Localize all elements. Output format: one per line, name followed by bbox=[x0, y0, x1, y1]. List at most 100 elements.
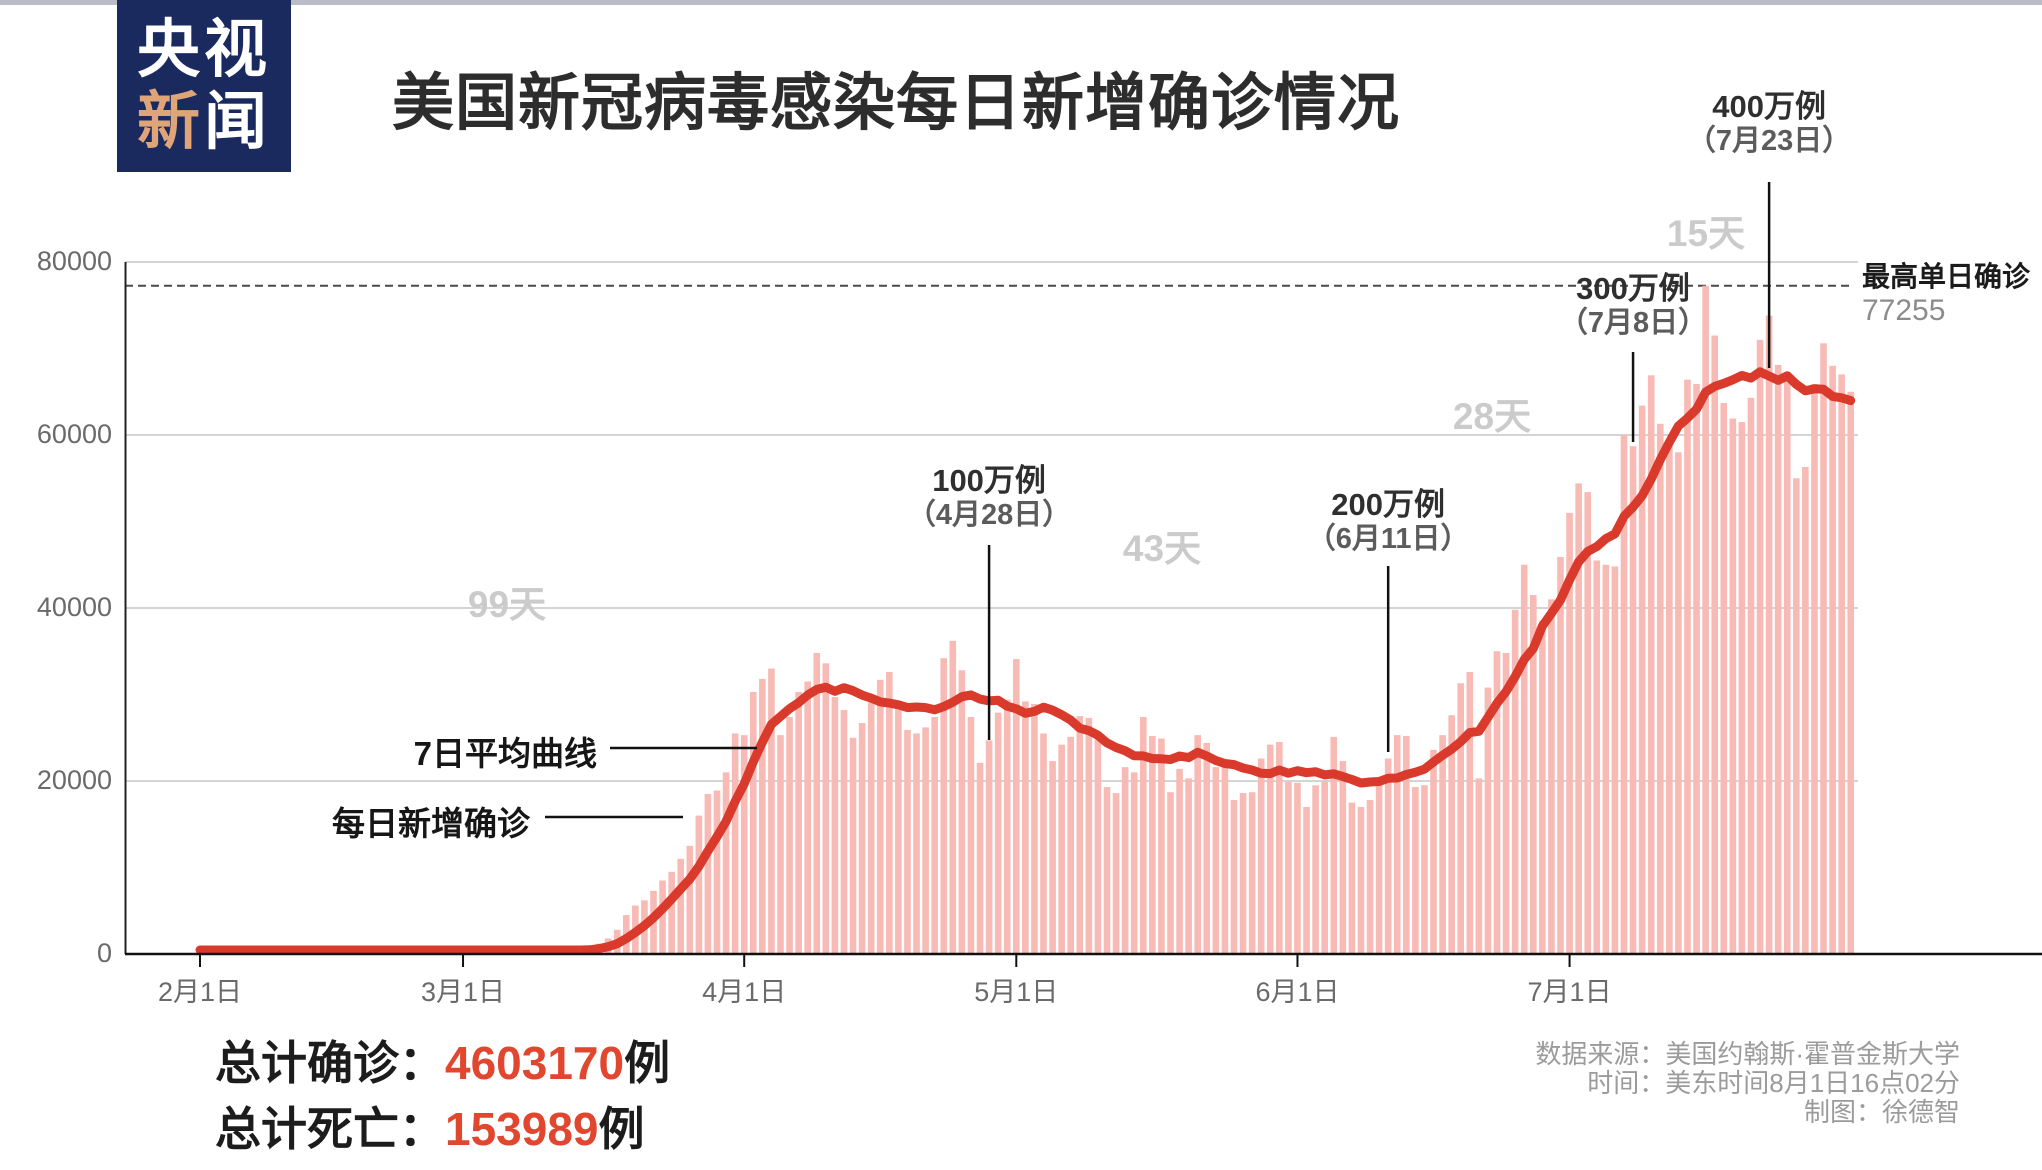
daily-bar bbox=[1638, 405, 1646, 955]
daily-bar bbox=[1339, 761, 1347, 954]
daily-bar bbox=[1511, 609, 1519, 954]
daily-bar bbox=[1675, 452, 1682, 954]
daily-bar bbox=[1130, 772, 1138, 954]
daily-bar bbox=[740, 735, 748, 954]
daily-bar bbox=[922, 727, 929, 954]
daily-bar bbox=[949, 640, 957, 954]
daily-bar bbox=[1647, 375, 1655, 954]
top-strip bbox=[0, 0, 2042, 5]
daily-bar bbox=[722, 772, 730, 954]
totals-block: 总计确诊：4603170例 总计死亡：153989例 bbox=[215, 1030, 670, 1162]
daily-bar bbox=[1194, 735, 1201, 954]
daily-bar bbox=[822, 663, 830, 954]
credit-line: 制图：徐德智 bbox=[1803, 1097, 1960, 1127]
logo-row-1: 央视 bbox=[137, 15, 271, 85]
x-tick-label: 5月1日 bbox=[974, 977, 1059, 1007]
daily-bar bbox=[749, 691, 757, 954]
total-confirmed-value: 4603170 bbox=[445, 1037, 625, 1089]
timestamp-line: 时间：美东时间8月1日16点02分 bbox=[1587, 1068, 1960, 1098]
daily-bar bbox=[1312, 785, 1319, 954]
daily-bar bbox=[1285, 781, 1292, 954]
logo-row-2: 新闻 bbox=[137, 87, 271, 157]
daily-bar bbox=[1040, 733, 1047, 954]
daily-bar bbox=[958, 670, 966, 954]
milestone-title: 200万例 bbox=[1331, 487, 1446, 522]
daily-bar bbox=[1448, 715, 1455, 954]
x-tick-label: 6月1日 bbox=[1255, 977, 1340, 1007]
y-tick-label: 40000 bbox=[36, 592, 112, 622]
daily-bar bbox=[1729, 418, 1737, 954]
daily-bar bbox=[1031, 704, 1038, 954]
daily-bar bbox=[1666, 443, 1673, 954]
daily-bar bbox=[1593, 560, 1601, 954]
daily-bar bbox=[1276, 742, 1283, 954]
daily-bar bbox=[686, 845, 694, 954]
daily-bar bbox=[1629, 446, 1637, 954]
total-deaths-row: 总计死亡：153989例 bbox=[215, 1096, 670, 1162]
daily-bar bbox=[1693, 383, 1700, 955]
daily-bar bbox=[1747, 397, 1755, 954]
daily-bar bbox=[1484, 687, 1492, 954]
daily-bar bbox=[1738, 422, 1746, 954]
milestone-1m: 100万例 （4月28日） bbox=[849, 462, 1129, 532]
daily-bar bbox=[1557, 556, 1564, 954]
daily-bar bbox=[1702, 285, 1709, 954]
daily-bar bbox=[1149, 736, 1156, 954]
seven-day-average-curve bbox=[195, 367, 1856, 955]
max-single-day-annotation: 最高单日确诊 77255 bbox=[1862, 260, 2042, 328]
daily-bar bbox=[913, 733, 920, 954]
milestone-title: 300万例 bbox=[1576, 271, 1690, 306]
x-tick-label: 4月1日 bbox=[702, 977, 787, 1007]
daily-bar bbox=[886, 672, 893, 954]
milestone-title: 400万例 bbox=[1712, 89, 1826, 124]
daily-bar bbox=[1321, 781, 1328, 954]
daily-bar bbox=[1457, 683, 1465, 954]
milestone-4m: 400万例 （7月23日） bbox=[1629, 88, 1909, 158]
milestone-date: （4月28日） bbox=[906, 499, 1072, 531]
daily-bar bbox=[1421, 785, 1428, 954]
daily-bar bbox=[840, 710, 848, 954]
data-source-line: 数据来源：美国约翰斯·霍普金斯大学 bbox=[1535, 1039, 1960, 1069]
series-label-daily-new: 每日新增确诊 bbox=[332, 805, 530, 842]
daily-bar bbox=[904, 729, 911, 954]
daily-bar bbox=[1257, 758, 1265, 954]
daily-bar bbox=[1384, 758, 1392, 954]
daily-bar bbox=[849, 737, 857, 954]
daily-bar bbox=[795, 691, 802, 954]
daily-bar bbox=[1348, 802, 1356, 954]
total-deaths-label: 总计死亡： bbox=[215, 1103, 445, 1155]
milestone-2m: 200万例 （6月11日） bbox=[1248, 486, 1528, 556]
milestone-date: （7月23日） bbox=[1686, 125, 1852, 157]
milestone-title: 100万例 bbox=[932, 463, 1046, 498]
daily-bar bbox=[1067, 736, 1075, 954]
y-tick-label: 80000 bbox=[36, 246, 112, 276]
interval-label-15d: 15天 bbox=[1666, 213, 1746, 254]
y-tick-label: 60000 bbox=[36, 419, 112, 449]
daily-bar bbox=[1139, 716, 1147, 954]
daily-bar bbox=[1539, 620, 1546, 954]
daily-bar bbox=[1684, 379, 1691, 954]
daily-bar bbox=[1720, 402, 1728, 954]
daily-bar bbox=[1357, 806, 1365, 954]
daily-bar bbox=[1548, 599, 1555, 954]
daily-bar bbox=[1221, 759, 1229, 954]
daily-bar bbox=[731, 733, 739, 954]
daily-bar bbox=[1847, 391, 1855, 954]
daily-bar bbox=[1403, 736, 1410, 954]
daily-bar bbox=[1611, 566, 1619, 954]
page-title: 美国新冠病毒感染每日新增确诊情况 bbox=[392, 69, 1401, 138]
daily-bar bbox=[1266, 744, 1274, 954]
daily-bar bbox=[1022, 701, 1029, 954]
daily-bar bbox=[1493, 651, 1501, 954]
daily-bar bbox=[1575, 483, 1582, 954]
daily-bar bbox=[713, 790, 721, 954]
daily-bar bbox=[1765, 315, 1773, 954]
max-single-day-value: 77255 bbox=[1862, 294, 1946, 327]
daily-bar bbox=[1167, 792, 1174, 954]
daily-bar bbox=[1049, 761, 1056, 954]
daily-bar bbox=[659, 880, 666, 954]
daily-bar bbox=[1829, 365, 1836, 954]
daily-bar bbox=[1756, 339, 1764, 955]
daily-bar bbox=[1802, 467, 1809, 954]
